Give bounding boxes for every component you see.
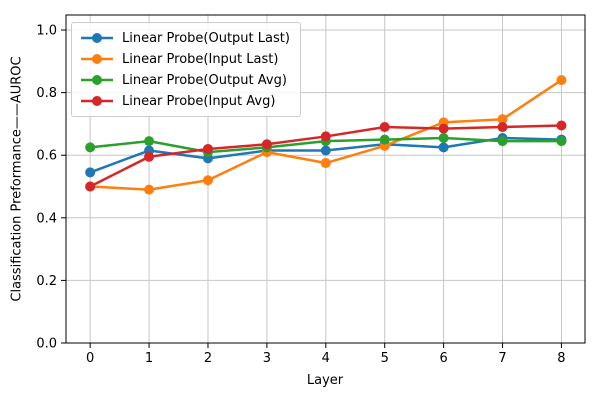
x-tick-label: 4	[322, 351, 330, 366]
legend-item: Linear Probe(Input Last)	[80, 50, 290, 68]
data-point-marker	[320, 145, 331, 156]
data-point-marker	[85, 167, 96, 178]
data-point-marker	[144, 151, 155, 162]
legend-label: Linear Probe(Input Last)	[122, 51, 279, 67]
legend-item: Linear Probe(Output Avg)	[80, 71, 290, 89]
data-point-marker	[379, 134, 390, 145]
data-point-marker	[497, 114, 508, 125]
y-tick-label: 1.0	[36, 24, 57, 39]
legend-label: Linear Probe(Input Avg)	[122, 93, 276, 109]
y-axis-label: Classification Preformance——AUROC	[9, 56, 25, 302]
data-point-marker	[379, 122, 390, 133]
x-tick-label: 3	[263, 351, 271, 366]
data-point-marker	[497, 136, 508, 147]
x-tick-label: 0	[86, 351, 94, 366]
data-point-marker	[497, 122, 508, 133]
data-point-marker	[556, 75, 567, 86]
legend: Linear Probe(Output Last) Linear Probe(In…	[71, 22, 301, 117]
data-point-marker	[438, 123, 449, 134]
x-tick-label: 2	[204, 351, 212, 366]
data-point-marker	[438, 142, 449, 153]
data-point-marker	[556, 136, 567, 147]
data-point-marker	[85, 142, 96, 153]
y-tick-label: 0.8	[36, 86, 57, 101]
data-point-marker	[202, 143, 213, 154]
x-tick-label: 6	[439, 351, 447, 366]
x-axis-label: Layer	[306, 373, 344, 388]
data-point-marker	[85, 181, 96, 192]
legend-label: Linear Probe(Output Avg)	[122, 72, 287, 88]
legend-item: Linear Probe(Output Last)	[80, 29, 290, 47]
data-point-marker	[320, 131, 331, 142]
data-point-marker	[438, 133, 449, 143]
x-tick-label: 5	[381, 351, 389, 366]
y-tick-label: 0.4	[36, 211, 57, 226]
x-tick-label: 8	[557, 351, 565, 366]
legend-item: Linear Probe(Input Avg)	[80, 92, 290, 110]
legend-line-marker-icon	[81, 33, 113, 43]
data-point-marker	[144, 136, 155, 147]
data-point-marker	[144, 184, 155, 195]
y-tick-label: 0.2	[36, 274, 57, 289]
legend-line-marker-icon	[81, 54, 113, 64]
x-tick-label: 1	[145, 351, 153, 366]
x-tick-label: 7	[498, 351, 506, 366]
legend-label: Linear Probe(Output Last)	[122, 30, 290, 46]
data-point-marker	[556, 120, 567, 131]
y-tick-label: 0.0	[36, 337, 57, 352]
legend-line-marker-icon	[81, 96, 113, 106]
data-point-marker	[320, 158, 331, 169]
data-point-marker	[202, 175, 213, 186]
data-point-marker	[261, 139, 272, 150]
y-tick-label: 0.6	[36, 149, 57, 164]
legend-line-marker-icon	[81, 75, 113, 85]
